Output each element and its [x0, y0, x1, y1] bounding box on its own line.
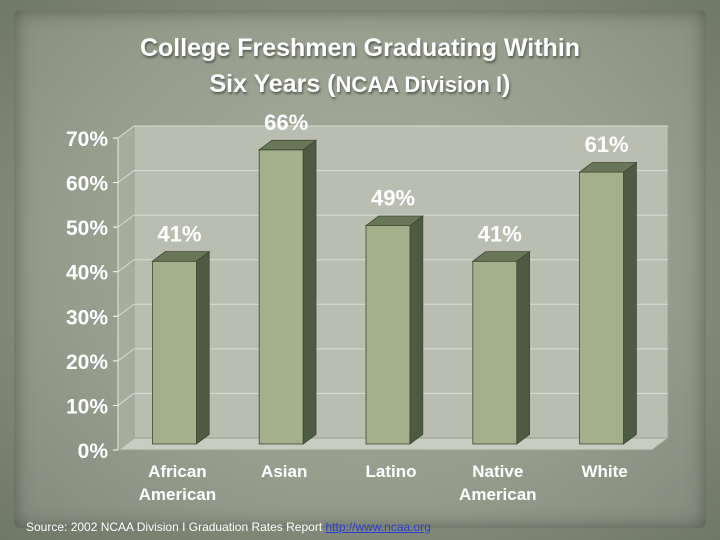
y-tick-label: 20%	[66, 351, 108, 374]
y-tick-label: 50%	[66, 217, 108, 240]
data-label: 66%	[264, 110, 308, 135]
x-tick-label: White	[581, 462, 627, 481]
x-tick-label: Latino	[366, 462, 417, 481]
x-tick-label: American	[459, 485, 536, 504]
data-label: 49%	[371, 186, 415, 211]
bar	[364, 215, 424, 445]
bar-side	[516, 250, 530, 445]
source-text: Source: 2002 NCAA Division I Graduation …	[26, 520, 326, 534]
chart-title: College Freshmen Graduating Within Six Y…	[0, 30, 720, 103]
bar-top	[258, 139, 318, 151]
bar-side	[623, 161, 637, 445]
gridline-side	[117, 125, 135, 139]
chart-title-subtitle: NCAA Division I	[335, 72, 503, 97]
bar-front	[579, 171, 624, 445]
x-tick-label: African	[148, 462, 207, 481]
y-tick-label: 30%	[66, 306, 108, 329]
bar-front	[151, 260, 197, 445]
y-tick-label: 10%	[66, 395, 108, 418]
bar-top	[364, 215, 424, 227]
gridline-side	[117, 303, 135, 317]
y-tick-label: 60%	[66, 173, 108, 196]
bar-side	[195, 250, 210, 445]
gridline-side	[117, 348, 135, 362]
y-tick-label: 0%	[78, 440, 109, 463]
gridline-side	[117, 170, 135, 183]
bar-top	[471, 251, 531, 262]
gridline-side	[117, 214, 135, 228]
x-tick-label: Native	[472, 462, 523, 481]
bar-front	[258, 149, 304, 445]
data-label: 61%	[585, 132, 629, 157]
data-label: 41%	[157, 221, 201, 246]
bar	[578, 161, 638, 445]
bar-side	[409, 215, 424, 445]
y-tick-label: 70%	[66, 128, 108, 151]
chart-title-line1: College Freshmen Graduating Within	[139, 34, 581, 62]
y-tick-label: 40%	[66, 262, 108, 285]
bar	[471, 250, 531, 445]
chart-title-close: )	[502, 70, 511, 98]
gridline-side	[117, 259, 135, 273]
bar	[151, 250, 211, 445]
gridline-side	[117, 393, 135, 406]
chart-title-line2: Six Years (	[209, 70, 336, 98]
bar-front	[472, 260, 518, 445]
bar	[258, 139, 318, 445]
source-note: Source: 2002 NCAA Division I Graduation …	[26, 520, 431, 534]
bar-top	[151, 251, 211, 262]
data-label: 41%	[478, 221, 522, 246]
plot-side-wall	[117, 125, 135, 451]
bar-side	[302, 139, 317, 445]
bar-front	[365, 225, 411, 445]
x-tick-label: Asian	[261, 462, 307, 481]
source-link[interactable]: http://www.ncaa.org	[325, 520, 431, 534]
x-tick-label: American	[139, 485, 216, 504]
bar-top	[578, 162, 638, 173]
